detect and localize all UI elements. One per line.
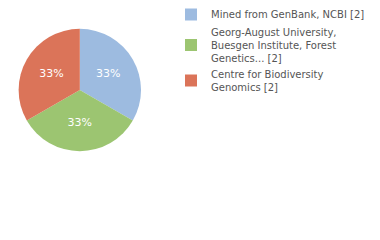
svg-text:33%: 33% <box>68 116 92 129</box>
svg-text:33%: 33% <box>39 67 63 80</box>
svg-text:Centre for BiodiversityGenomic: Centre for BiodiversityGenomics [2] <box>211 69 324 93</box>
svg-text:Mined from GenBank, NCBI [2]: Mined from GenBank, NCBI [2] <box>211 9 364 20</box>
svg-text:33%: 33% <box>96 67 120 80</box>
svg-text:Georg-August University,Buesge: Georg-August University,Buesgen Institut… <box>211 27 337 64</box>
